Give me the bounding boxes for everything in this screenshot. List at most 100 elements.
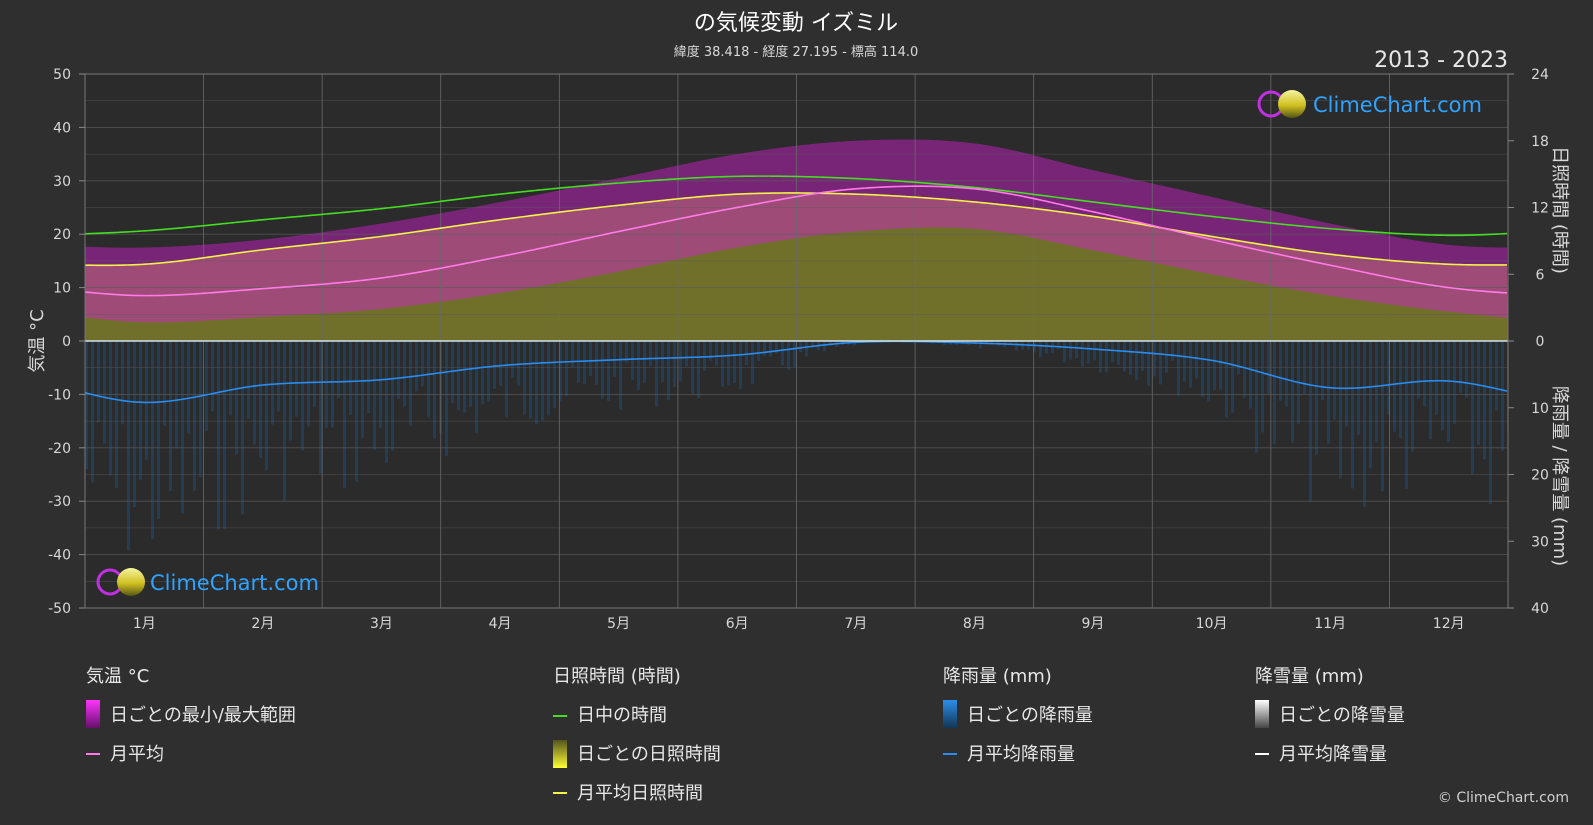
rain-bar (457, 341, 460, 411)
rain-bar (415, 341, 418, 392)
rain-bar (247, 341, 250, 419)
rain-bar (85, 341, 88, 470)
rain-bar (607, 341, 610, 401)
rain-bar (229, 341, 232, 416)
rain-bar (1225, 341, 1228, 418)
rain-bar (403, 341, 406, 407)
left-tick-label: 10 (53, 281, 71, 297)
rain-bar (1093, 341, 1096, 361)
rain-bar (475, 341, 478, 434)
right-tick-label-precip: 10 (1531, 401, 1549, 417)
right-tick-label-sunshine: 6 (1536, 267, 1545, 283)
rain-bar (121, 341, 124, 425)
month-axis-labels: 1月 2月 3月 4月 5月 6月 7月 8月 9月 10月 11月 12月 (133, 616, 1465, 632)
rain-bar (631, 341, 634, 380)
rain-bar (109, 341, 112, 476)
rain-bar (1129, 341, 1132, 376)
rain-bar (1033, 341, 1036, 353)
rain-bar (751, 341, 754, 385)
month-label: 12月 (1433, 616, 1465, 632)
rain-bar (757, 341, 760, 362)
rain-bar (271, 341, 274, 425)
legend-rain: 降雨量 (mm) 日ごとの降雨量 月平均降雨量 (943, 666, 1093, 765)
legend-daylight: 日中の時間 (577, 705, 667, 726)
rain-bar (265, 341, 268, 471)
daylight-line (85, 175, 1508, 237)
rain-bar (1459, 341, 1462, 394)
rain-bar (559, 341, 562, 402)
right-tick-label-sunshine: 12 (1531, 201, 1549, 217)
rain-bar (301, 341, 304, 451)
rain-bar (1309, 341, 1312, 503)
rain-bar (235, 341, 238, 455)
rain-bar (703, 341, 706, 372)
rain-bar (277, 341, 280, 412)
legend-temperature: 気温 °C 日ごとの最小/最大範囲 月平均 (86, 666, 296, 765)
rain-bar (1477, 341, 1480, 446)
month-label: 4月 (489, 616, 512, 632)
month-label: 9月 (1081, 616, 1104, 632)
rain-bar (1387, 341, 1390, 415)
month-label: 8月 (963, 616, 986, 632)
rain-bar (1375, 341, 1378, 443)
right-axis-top-label: 日照時間 (時間) (1549, 146, 1570, 274)
rain-bar (1213, 341, 1216, 391)
rain-bar (433, 341, 436, 439)
rain-bar (979, 341, 982, 349)
rain-bar (217, 341, 220, 530)
snow-swatch-icon (1255, 700, 1269, 728)
legend: 気温 °C 日ごとの最小/最大範囲 月平均 日照時間 (時間) 日中の時間 日ご… (86, 666, 1405, 804)
rain-bar (1285, 341, 1288, 407)
rain-bar (409, 341, 412, 427)
rain-bar (1447, 341, 1450, 442)
rain-bar (1135, 341, 1138, 381)
rain-bar (1243, 341, 1246, 398)
rain-bar (337, 341, 340, 399)
rain-bar (421, 341, 424, 387)
right-tick-label-precip: 30 (1531, 534, 1549, 550)
logo-sun-icon (117, 568, 145, 596)
rain-bar (673, 341, 676, 388)
legend-heading-rain: 降雨量 (mm) (943, 666, 1052, 687)
rain-bar (1177, 341, 1180, 396)
rain-bar (1417, 341, 1420, 399)
rain-bar (1405, 341, 1408, 489)
rain-bar (1201, 341, 1204, 397)
rain-swatch-icon (943, 700, 957, 728)
rain-bar (619, 341, 622, 410)
legend-temp-range: 日ごとの最小/最大範囲 (110, 705, 296, 726)
rain-bar (1189, 341, 1192, 388)
rain-bar (739, 341, 742, 390)
rain-bar (715, 341, 718, 366)
rain-bar (1183, 341, 1186, 382)
rain-bar (1363, 341, 1366, 507)
legend-heading-snow: 降雪量 (mm) (1255, 666, 1364, 687)
rain-bar (787, 341, 790, 370)
rain-bar (97, 341, 100, 424)
rain-bar (151, 341, 154, 540)
rain-bar (1393, 341, 1396, 432)
rain-bar (1015, 341, 1018, 351)
rain-bar (469, 341, 472, 407)
sunshine-swatch-icon (553, 740, 567, 768)
month-label: 6月 (726, 616, 749, 632)
rain-bar (1237, 341, 1240, 375)
rain-bar (943, 341, 946, 345)
legend-rain-mean: 月平均降雨量 (967, 744, 1075, 765)
rain-bar (649, 341, 652, 367)
rain-bar (697, 341, 700, 398)
rain-bar (1147, 341, 1150, 386)
rain-bar (529, 341, 532, 419)
right-tick-label-sunshine: 18 (1531, 134, 1549, 150)
rain-bar (133, 341, 136, 508)
rain-bar (589, 341, 592, 377)
rain-bar (295, 341, 298, 417)
rain-bar (355, 341, 358, 482)
rain-bar (1111, 341, 1114, 363)
left-tick-label: -50 (48, 601, 71, 617)
rain-bar (709, 341, 712, 361)
rain-bar (517, 341, 520, 386)
rain-bar (583, 341, 586, 384)
legend-snow: 降雪量 (mm) 日ごとの降雪量 月平均降雪量 (1255, 666, 1405, 765)
rain-bar (223, 341, 226, 529)
